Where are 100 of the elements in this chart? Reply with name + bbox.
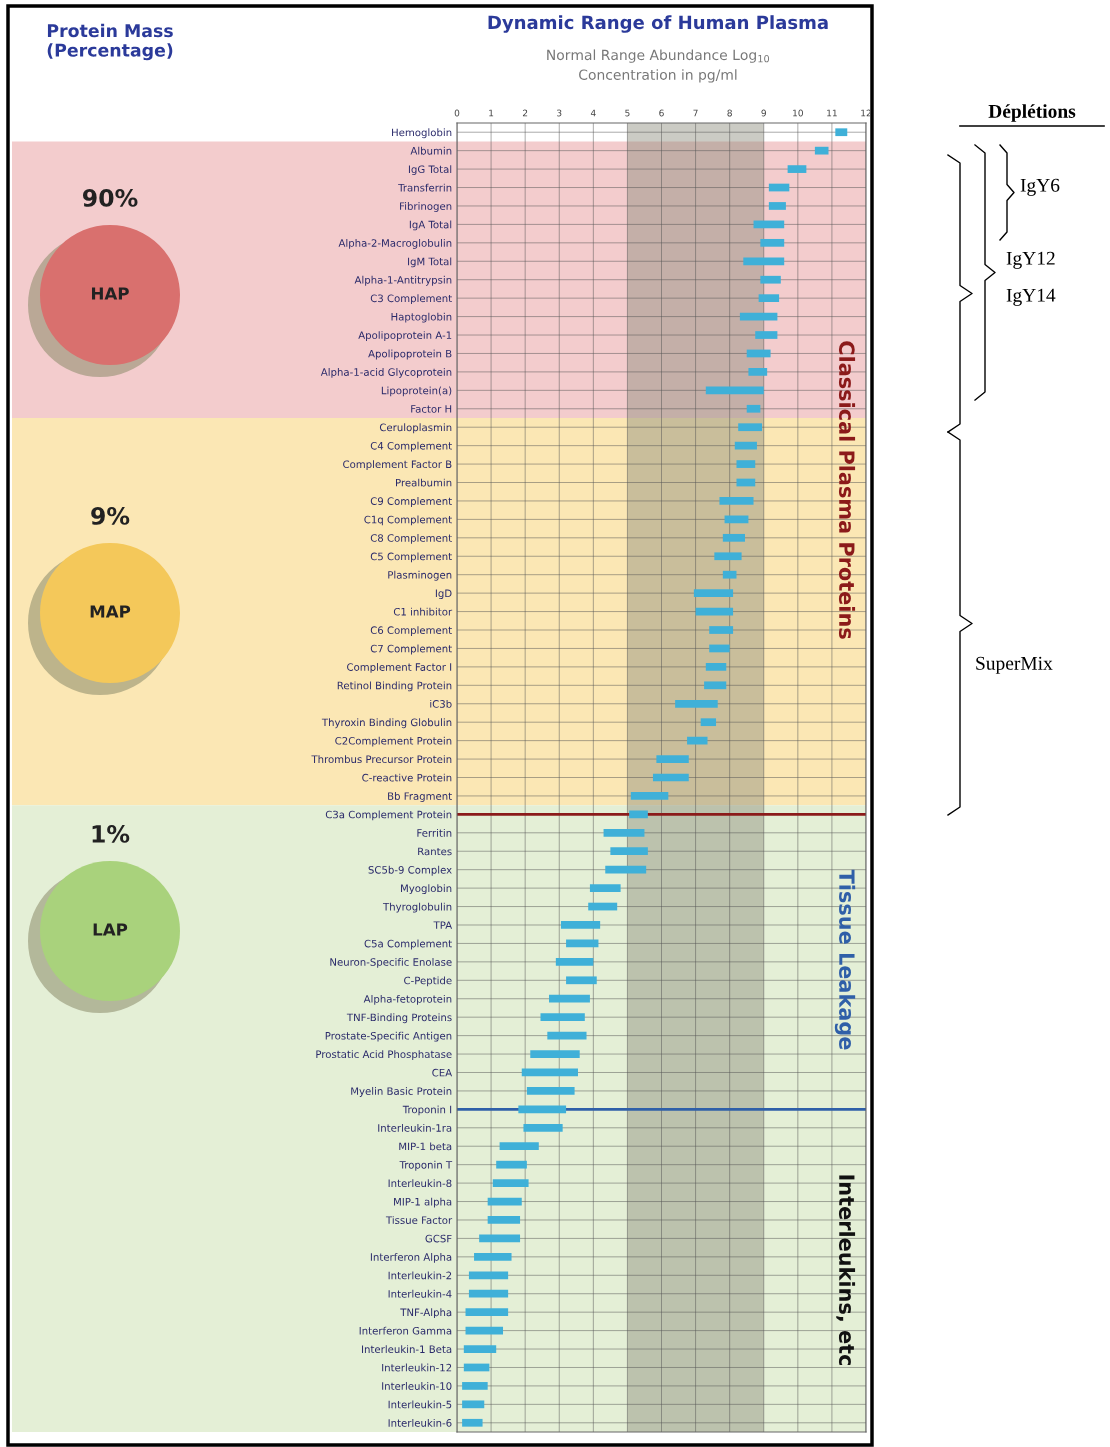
bar xyxy=(474,1252,512,1261)
bar xyxy=(518,1105,567,1114)
y-tick-label: CEA xyxy=(432,1068,453,1077)
y-tick-label: Factor H xyxy=(411,405,452,413)
category-label: MAP xyxy=(90,605,131,618)
bar xyxy=(487,1216,521,1224)
bar xyxy=(734,441,757,450)
bar xyxy=(693,589,734,598)
y-tick-label: Troponin T xyxy=(399,1160,453,1171)
bar xyxy=(748,368,768,376)
y-tick-label: Haptoglobin xyxy=(391,312,452,323)
bar xyxy=(560,921,601,929)
y-tick-label: C2Complement Protein xyxy=(335,736,452,747)
bar xyxy=(603,828,645,837)
y-tick-label: MIP-1 alpha xyxy=(394,1197,452,1208)
y-tick-label: Lipoprotein(a) xyxy=(381,386,452,397)
bar xyxy=(736,460,756,468)
bar xyxy=(746,349,771,358)
bar xyxy=(814,146,829,155)
y-tick-label: IgA Total xyxy=(409,220,452,231)
bar xyxy=(722,533,745,542)
y-tick-label: Alpha-1-acid Glycoprotein xyxy=(320,368,452,378)
y-tick-label: C8 Complement xyxy=(370,533,452,544)
bar xyxy=(496,1160,527,1169)
y-tick-label: Interferon Alpha xyxy=(370,1253,452,1263)
bar xyxy=(736,478,756,487)
y-tick-label: Interleukin-12 xyxy=(382,1363,452,1372)
y-tick-label: Neuron-Specific Enolase xyxy=(330,958,452,968)
bar xyxy=(709,626,734,634)
y-tick-label: Retinol Binding Protein xyxy=(337,681,452,692)
bar xyxy=(487,1197,522,1206)
bar xyxy=(700,718,717,727)
y-tick-label: GCSF xyxy=(425,1234,452,1243)
bar xyxy=(719,497,754,505)
data-label: 90% xyxy=(82,188,138,207)
y-tick-label: Apolipoprotein B xyxy=(368,349,452,360)
bar xyxy=(656,755,689,763)
x-tick-label: 4 xyxy=(590,109,596,117)
annotation: Classical Plasma Proteins xyxy=(838,341,856,639)
bar xyxy=(462,1418,483,1427)
y-tick-label: Interleukin-1ra xyxy=(378,1123,452,1132)
y-tick-label: IgG Total xyxy=(408,165,452,176)
bar xyxy=(758,294,780,303)
y-tick-label: Prostate-Specific Antigen xyxy=(325,1031,452,1042)
bar xyxy=(492,1179,529,1187)
y-tick-label: TPA xyxy=(433,921,453,929)
annotation: Interleukins, etc xyxy=(836,1175,856,1366)
y-tick-label: C5a Complement xyxy=(364,939,452,950)
x-tick-label: 11 xyxy=(827,109,837,117)
y-tick-label: C7 Complement xyxy=(370,644,452,655)
y-tick-label: C-Peptide xyxy=(404,976,452,987)
bar xyxy=(465,1308,509,1317)
data-label: 9% xyxy=(91,506,130,525)
y-tick-label: C3 Complement xyxy=(370,294,452,305)
bar xyxy=(760,238,785,247)
bar xyxy=(526,1087,575,1095)
bar xyxy=(589,884,621,892)
text: SuperMix xyxy=(976,656,1053,674)
bar xyxy=(610,847,648,856)
y-tick-label: Complement Factor I xyxy=(347,663,452,673)
annotation: Tissue Leakage xyxy=(834,869,856,1050)
bar xyxy=(704,681,727,690)
x-tick-label: 7 xyxy=(693,109,698,117)
chart-title: Dynamic Range of Human Plasma xyxy=(488,15,828,33)
x-tick-label: 10 xyxy=(793,109,803,117)
y-tick-label: Fibrinogen xyxy=(400,202,452,212)
bar xyxy=(523,1123,563,1132)
y-tick-label: Prealbumin xyxy=(396,478,452,487)
bar xyxy=(652,773,689,782)
y-tick-label: Alpha-1-Antitrypsin xyxy=(354,275,452,286)
bar xyxy=(705,386,764,395)
bar xyxy=(588,902,618,911)
bar xyxy=(630,792,669,800)
bar xyxy=(709,644,730,653)
y-tick-label: Interleukin-5 xyxy=(388,1400,452,1409)
y-tick-label: Interleukin-2 xyxy=(388,1271,452,1280)
bar xyxy=(787,165,807,173)
y-tick-label: Alpha-fetoprotein xyxy=(363,994,452,1005)
x-tick-label: 3 xyxy=(557,109,562,117)
bar xyxy=(479,1234,521,1243)
bar xyxy=(629,810,648,819)
y-tick-label: IgD xyxy=(435,589,452,600)
bar xyxy=(468,1289,509,1298)
x-tick-label: 0 xyxy=(454,109,460,117)
y-tick-label: TNF-Binding Proteins xyxy=(346,1013,452,1024)
y-tick-label: Albumin xyxy=(410,146,452,155)
bar xyxy=(462,1400,485,1409)
y-tick-label: Interleukin-10 xyxy=(382,1382,452,1390)
y-tick-label: C4 Complement xyxy=(370,441,452,452)
y-tick-label: C9 Complement xyxy=(370,497,452,507)
text: IgY6 xyxy=(1020,178,1060,196)
y-tick-label: Hemoglobin xyxy=(392,128,452,139)
text: IgY14 xyxy=(1006,288,1056,306)
bar xyxy=(835,128,848,137)
bar xyxy=(521,1068,578,1077)
bar xyxy=(547,1031,587,1040)
x-tick-label: 9 xyxy=(761,109,766,117)
y-tick-label: Interleukin-4 xyxy=(388,1289,452,1298)
bar xyxy=(722,570,737,579)
y-tick-label: Interferon Gamma xyxy=(359,1326,452,1335)
